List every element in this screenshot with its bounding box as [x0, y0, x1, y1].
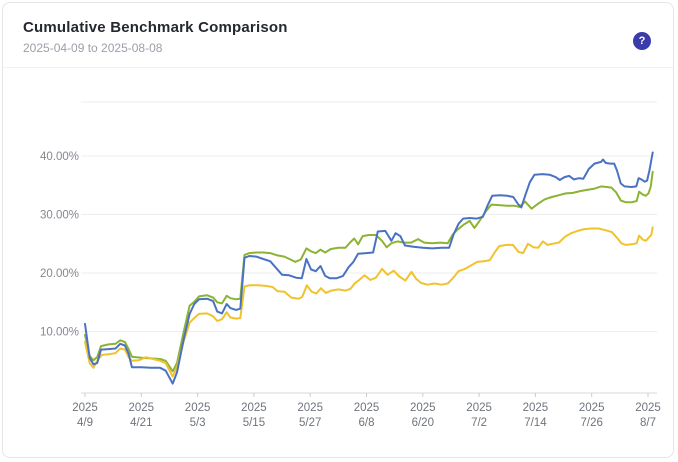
chart-area: 10.00% 20.00% 30.00% 40.00% 2025 4/9 2025 4/21 2…: [3, 3, 673, 457]
x-tick-year: 2025: [354, 402, 380, 414]
x-tick-date: 7/14: [524, 417, 547, 429]
x-tick-date: 7/2: [471, 417, 487, 429]
x-tick-date: 5/15: [243, 417, 265, 429]
y-tick-label: 10.00%: [40, 327, 79, 339]
series-line-green: [84, 170, 654, 373]
card-header: Cumulative Benchmark Comparison 2025-04-…: [3, 3, 673, 68]
x-tick-date: 4/21: [130, 417, 152, 429]
x-tick-year: 2025: [579, 402, 605, 414]
y-tick-label: 30.00%: [40, 210, 79, 222]
y-tick-label: 20.00%: [40, 268, 79, 280]
x-tick-year: 2025: [129, 402, 155, 414]
x-tick-year: 2025: [72, 402, 98, 414]
x-tick-date: 6/8: [359, 417, 375, 429]
x-tick-date: 4/9: [77, 417, 93, 429]
y-tick-label: 40.00%: [40, 151, 79, 163]
x-tick-date: 6/20: [412, 417, 434, 429]
chart-date-range: 2025-04-09 to 2025-08-08: [23, 41, 163, 55]
x-tick-date: 5/27: [299, 417, 321, 429]
cumulative-benchmark-line-chart: 10.00% 20.00% 30.00% 40.00% 2025 4/9 2025 4/21 2…: [40, 101, 661, 429]
x-tick-date: 8/7: [640, 417, 656, 429]
chart-title: Cumulative Benchmark Comparison: [23, 19, 288, 36]
x-tick-year: 2025: [241, 402, 267, 414]
x-tick-year: 2025: [523, 402, 549, 414]
series-line-blue: [84, 151, 654, 385]
series-line-yellow: [84, 226, 654, 378]
x-tick-year: 2025: [635, 402, 661, 414]
x-tick-year: 2025: [185, 402, 211, 414]
x-tick-year: 2025: [410, 402, 436, 414]
x-tick-year: 2025: [297, 402, 323, 414]
x-tick-date: 7/26: [581, 417, 603, 429]
help-icon[interactable]: ?: [633, 32, 651, 50]
x-tick-date: 5/3: [190, 417, 206, 429]
x-tick-year: 2025: [466, 402, 492, 414]
benchmark-comparison-card: Cumulative Benchmark Comparison 2025-04-…: [2, 2, 674, 458]
